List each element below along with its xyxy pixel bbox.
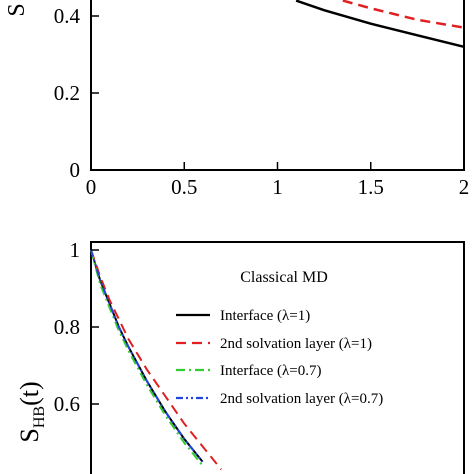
- bottom-axes-frame: [90, 241, 465, 474]
- bottom-y-tick-label: 0.8: [54, 315, 80, 339]
- top-y-tick-label: 0: [70, 158, 81, 182]
- top-x-tick-label: 2: [459, 175, 470, 199]
- top-series-group: [295, 0, 465, 49]
- legend-label-2: 2nd solvation layer (λ=1): [220, 336, 372, 352]
- legend-label-4: 2nd solvation layer (λ=0.7): [220, 391, 383, 407]
- legend-label-3: Interface (λ=0.7): [220, 363, 322, 379]
- legend-label-1: Interface (λ=1): [220, 308, 310, 324]
- bottom-ticks-group: 0.4 0.6 0.8 1: [54, 238, 99, 474]
- top-x-tick-label: 1: [272, 175, 283, 199]
- top-series-line-2: [342, 0, 465, 29]
- top-panel: S 0 0.5 1 1.5 2 0 0.2 0.4: [4, 0, 469, 199]
- y-label-tail: (t): [15, 381, 44, 406]
- bottom-series-line-4: [90, 249, 204, 463]
- top-axes-frame: [90, 0, 465, 171]
- bottom-y-tick-label: 1: [70, 238, 81, 262]
- bottom-y-tick-label: 0.4: [54, 469, 81, 474]
- bottom-panel: 0.4 0.6 0.8 1 SHB(t) Classical MD Interface…: [15, 238, 465, 474]
- bottom-y-tick-label: 0.6: [54, 392, 80, 416]
- top-x-tick-label: 0.5: [171, 175, 197, 199]
- classical-md-annotation: Classical MD: [240, 269, 328, 286]
- bottom-series-line-3: [90, 249, 204, 467]
- legend: Interface (λ=1) 2nd solvation layer (λ=1)…: [176, 308, 383, 407]
- top-y-tick-label: 0.2: [54, 81, 80, 105]
- top-x-tick-label: 0: [86, 175, 97, 199]
- y-label-main: S: [15, 428, 44, 442]
- bottom-y-axis-label: SHB(t): [15, 381, 48, 442]
- bottom-series-line-2: [90, 249, 222, 471]
- y-label-sub: HB: [31, 406, 48, 428]
- top-y-tick-label: 0.4: [54, 4, 81, 28]
- top-y-axis-label: S: [4, 3, 30, 16]
- top-series-line-1: [295, 0, 465, 49]
- bottom-series-group: [90, 249, 222, 471]
- top-x-tick-label: 1.5: [358, 175, 384, 199]
- bottom-series-line-1: [90, 249, 204, 463]
